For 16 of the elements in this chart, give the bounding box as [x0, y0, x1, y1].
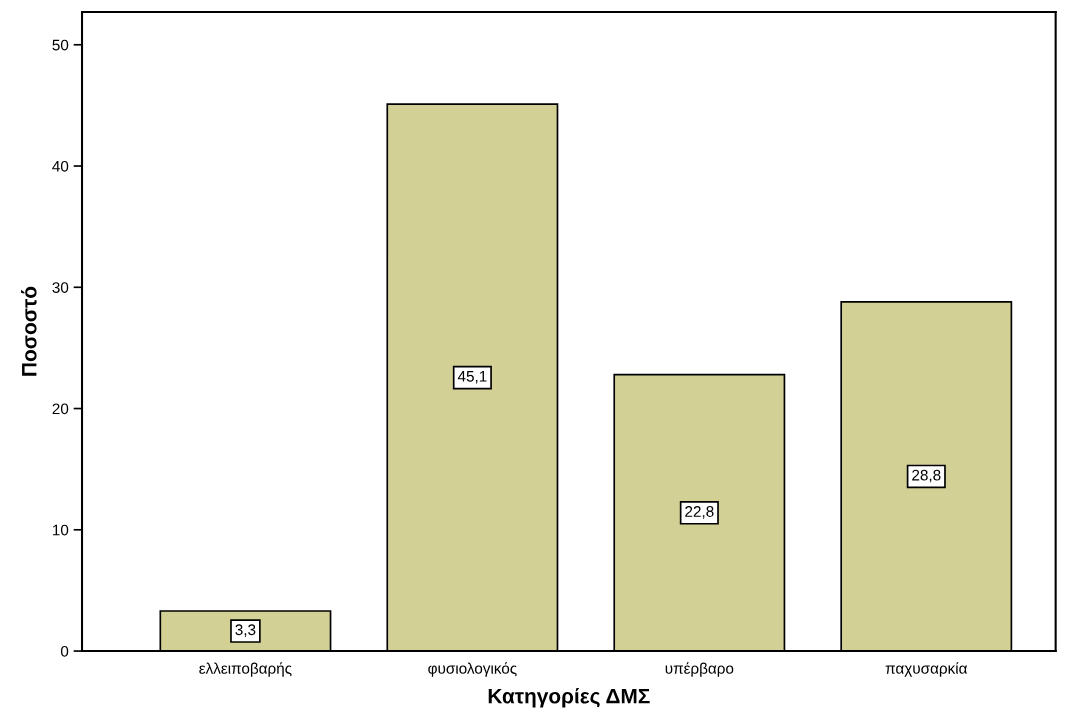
y-tick-label: 20: [52, 403, 69, 415]
x-axis-title: Κατηγορίες ΔΜΣ: [488, 687, 650, 708]
x-tick-label: ελλειποβαρής: [199, 662, 292, 677]
data-label: 3,3: [235, 624, 256, 637]
y-axis-title: Ποσοστό: [21, 286, 37, 376]
data-label: 28,8: [912, 469, 941, 483]
y-tick-label: 50: [52, 39, 69, 51]
y-tick-label: 0: [60, 645, 69, 657]
y-tick-label: 10: [53, 524, 69, 536]
data-label: 22,8: [685, 506, 714, 519]
x-tick-label: παχυσαρκία: [885, 662, 968, 677]
y-tick-label: 30: [52, 282, 69, 293]
y-tick-label: 40: [52, 160, 69, 172]
x-tick-label: φυσιολογικός: [428, 662, 517, 677]
data-label: 45,1: [457, 371, 487, 384]
x-tick-label: υπέρβαρο: [665, 662, 734, 677]
